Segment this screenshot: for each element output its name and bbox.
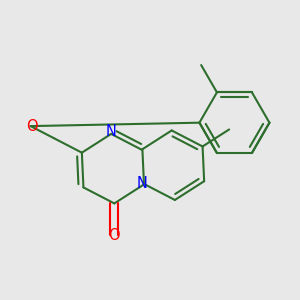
Text: O: O	[109, 228, 120, 243]
Text: N: N	[106, 124, 117, 140]
Text: N: N	[136, 176, 148, 191]
Text: O: O	[26, 118, 37, 134]
